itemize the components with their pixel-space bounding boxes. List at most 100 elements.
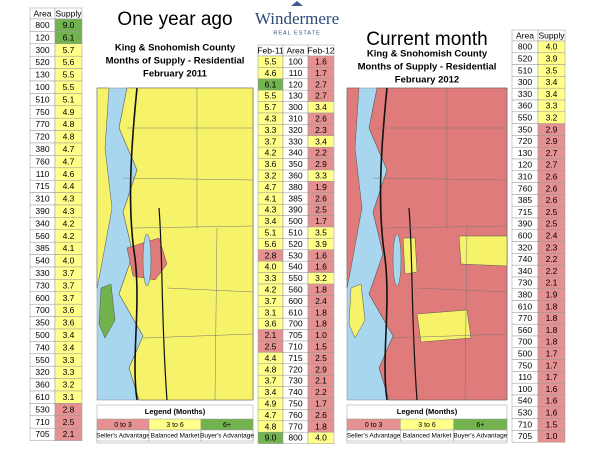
- lake: [142, 233, 152, 287]
- area-label: 320: [518, 242, 532, 252]
- panel-title: Current month: [366, 29, 487, 50]
- area-label: 700: [288, 319, 302, 329]
- logo-name: Windermere: [255, 9, 339, 28]
- supply-value: 2.5: [546, 219, 558, 229]
- area-label: 705: [288, 330, 302, 340]
- supply-value: 2.2: [546, 266, 558, 276]
- area-label: 380: [288, 182, 302, 192]
- column-header: Supply: [539, 30, 566, 40]
- supply-value: 1.7: [546, 348, 558, 358]
- area-label: 130: [288, 91, 302, 101]
- area-label: 720: [288, 364, 302, 374]
- logo: Windermere REAL ESTATE: [255, 1, 339, 36]
- legend-title: Legend (Months): [397, 407, 458, 416]
- legend-caption-cell: [453, 429, 508, 442]
- supply-value: 2.1: [315, 376, 327, 386]
- supply-value: 5.5: [265, 91, 277, 101]
- supply-value: 3.2: [265, 170, 277, 180]
- supply-value: 4.4: [63, 181, 75, 191]
- area-label: 550: [288, 273, 302, 283]
- supply-value: 4.0: [315, 433, 327, 443]
- supply-value: 3.5: [315, 227, 327, 237]
- lake: [392, 233, 402, 287]
- supply-value: 1.8: [315, 307, 327, 317]
- supply-value: 5.7: [265, 102, 277, 112]
- area-label: 600: [35, 293, 49, 303]
- area-label: 800: [288, 433, 302, 443]
- supply-value: 3.3: [315, 170, 327, 180]
- supply-value: 3.9: [315, 239, 327, 249]
- area-label: 610: [518, 301, 532, 311]
- area-label: 120: [518, 160, 532, 170]
- supply-value: 4.4: [265, 353, 277, 363]
- supply-value: 1.9: [546, 289, 558, 299]
- legend-range: 6+: [476, 422, 484, 429]
- supply-value: 2.5: [315, 353, 327, 363]
- area-label: 730: [35, 280, 49, 290]
- value-cell: [54, 427, 83, 441]
- supply-value: 3.7: [63, 268, 75, 278]
- supply-value: 3.2: [546, 112, 558, 122]
- supply-value: 4.7: [265, 410, 277, 420]
- supply-value: 5.5: [63, 70, 75, 80]
- supply-value: 3.3: [63, 367, 75, 377]
- supply-value: 1.7: [546, 360, 558, 370]
- area-label: 330: [288, 136, 302, 146]
- area-label: 310: [35, 194, 49, 204]
- supply-value: 2.4: [315, 296, 327, 306]
- area-label: 520: [518, 53, 532, 63]
- supply-value: 5.1: [265, 227, 277, 237]
- supply-value: 4.3: [63, 206, 75, 216]
- area-label: 120: [35, 32, 49, 42]
- column-header: Feb-12: [308, 45, 335, 55]
- area-label: 705: [518, 431, 532, 441]
- supply-value: 3.5: [546, 65, 558, 75]
- supply-value: 2.6: [315, 113, 327, 123]
- area-label: 330: [518, 89, 532, 99]
- supply-value: 2.6: [315, 410, 327, 420]
- legend-caption: Balanced Market: [403, 433, 452, 440]
- supply-value: 1.8: [315, 284, 327, 294]
- supply-value: 2.7: [315, 79, 327, 89]
- supply-value: 3.6: [265, 159, 277, 169]
- supply-value: 2.9: [315, 159, 327, 169]
- supply-value: 1.7: [315, 68, 327, 78]
- supply-value: 1.6: [315, 250, 327, 260]
- column-header: Feb-11: [257, 45, 284, 55]
- supply-value: 3.4: [315, 102, 327, 112]
- legend-range: 0 to 3: [365, 422, 383, 429]
- supply-value: 3.7: [63, 293, 75, 303]
- area-label: 100: [518, 384, 532, 394]
- supply-value: 4.3: [265, 113, 277, 123]
- area-label: 360: [35, 380, 49, 390]
- supply-value: 2.1: [63, 429, 75, 439]
- legend-range: 3 to 6: [166, 422, 184, 429]
- panel-subtitle: Months of Supply - Residential: [358, 62, 497, 73]
- supply-value: 5.7: [63, 45, 75, 55]
- area-label: 600: [518, 230, 532, 240]
- area-label: 500: [518, 348, 532, 358]
- supply-value: 3.1: [63, 392, 75, 402]
- area-label: 610: [288, 307, 302, 317]
- supply-value: 4.2: [63, 231, 75, 241]
- supply-value: 1.6: [315, 56, 327, 66]
- area-label: 750: [518, 360, 532, 370]
- area-label: 750: [288, 398, 302, 408]
- area-label: 610: [35, 392, 49, 402]
- supply-value: 4.7: [265, 182, 277, 192]
- legend-range: 6+: [223, 422, 231, 429]
- supply-value: 1.6: [546, 384, 558, 394]
- area-label: 385: [35, 243, 49, 253]
- supply-value: 4.2: [265, 284, 277, 294]
- supply-value: 3.4: [265, 216, 277, 226]
- area-label: 340: [518, 266, 532, 276]
- area-label: 350: [288, 159, 302, 169]
- area-label: 530: [288, 250, 302, 260]
- column-header: Supply: [56, 8, 83, 18]
- panel-subtitle: February 2011: [143, 69, 208, 80]
- area-label: 740: [288, 387, 302, 397]
- region: [416, 309, 472, 343]
- area-label: 715: [35, 181, 49, 191]
- supply-value: 4.6: [265, 68, 277, 78]
